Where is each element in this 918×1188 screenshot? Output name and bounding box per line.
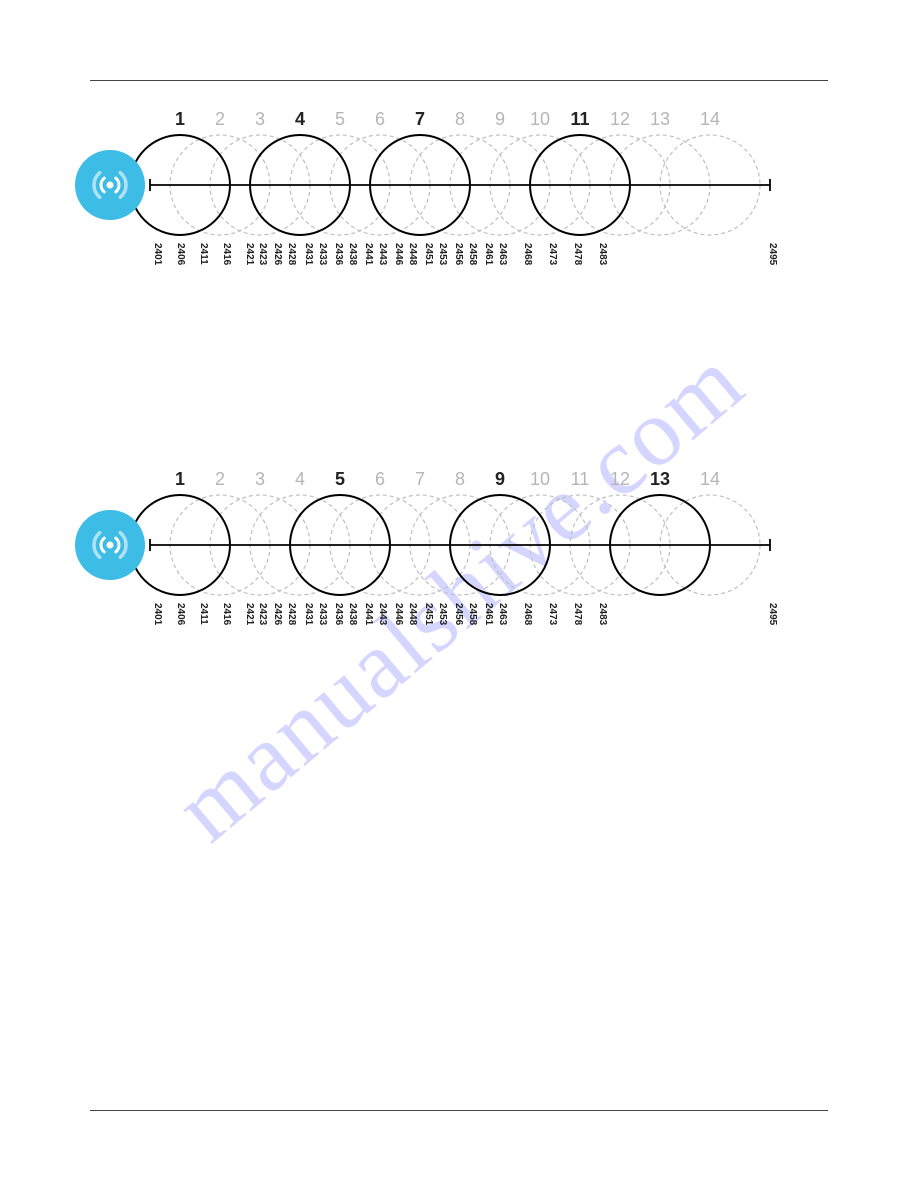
page: manualshive.com 123456789101112131424012… <box>0 0 918 1188</box>
freq-label: 2468 <box>522 243 533 266</box>
freq-label: 2441 <box>363 603 374 626</box>
wifi-icon <box>75 150 145 220</box>
freq-label: 2483 <box>597 603 608 626</box>
freq-label: 2426 <box>272 243 283 266</box>
channel-label: 4 <box>295 109 305 129</box>
freq-label: 2443 <box>377 243 388 266</box>
freq-label: 2446 <box>393 243 404 266</box>
channel-svg: 1234567891011121314240124062411241624212… <box>150 470 850 670</box>
channel-label: 9 <box>495 109 505 129</box>
freq-label: 2421 <box>244 243 255 266</box>
freq-label: 2453 <box>437 603 448 626</box>
freq-label: 2468 <box>522 603 533 626</box>
channel-label: 3 <box>255 109 265 129</box>
channel-label: 13 <box>650 469 670 489</box>
channel-svg: 1234567891011121314240124062411241624212… <box>150 110 850 310</box>
freq-label: 2478 <box>572 243 583 266</box>
channel-label: 5 <box>335 109 345 129</box>
freq-label: 2463 <box>497 243 508 266</box>
freq-label: 2416 <box>221 243 232 266</box>
channel-label: 2 <box>215 109 225 129</box>
freq-label: 2411 <box>198 603 209 625</box>
freq-label: 2458 <box>467 243 478 266</box>
freq-label: 2423 <box>257 603 268 626</box>
wifi-icon <box>75 510 145 580</box>
freq-label: 2411 <box>198 243 209 265</box>
freq-label: 2458 <box>467 603 478 626</box>
freq-label: 2478 <box>572 603 583 626</box>
freq-label: 2428 <box>286 603 297 626</box>
freq-label: 2433 <box>317 603 328 626</box>
channel-label: 6 <box>375 109 385 129</box>
freq-label: 2495 <box>767 603 778 626</box>
channel-label: 3 <box>255 469 265 489</box>
channel-label: 1 <box>175 469 185 489</box>
freq-label: 2441 <box>363 243 374 266</box>
channel-label: 7 <box>415 109 425 129</box>
freq-label: 2431 <box>303 603 314 626</box>
freq-label: 2443 <box>377 603 388 626</box>
freq-label: 2451 <box>423 243 434 266</box>
freq-label: 2431 <box>303 243 314 266</box>
freq-label: 2406 <box>175 603 186 626</box>
channel-label: 11 <box>570 109 589 129</box>
freq-label: 2483 <box>597 243 608 266</box>
channel-label: 6 <box>375 469 385 489</box>
freq-label: 2426 <box>272 603 283 626</box>
top-rule <box>90 80 828 81</box>
channel-label: 14 <box>700 109 720 129</box>
channel-label: 1 <box>175 109 185 129</box>
channel-label: 12 <box>610 109 630 129</box>
freq-label: 2448 <box>407 243 418 266</box>
channel-label: 10 <box>530 109 550 129</box>
freq-label: 2473 <box>547 603 558 626</box>
freq-label: 2448 <box>407 603 418 626</box>
freq-label: 2461 <box>483 243 494 266</box>
freq-label: 2436 <box>333 603 344 626</box>
freq-label: 2401 <box>152 603 163 626</box>
channel-label: 12 <box>610 469 630 489</box>
freq-label: 2461 <box>483 603 494 626</box>
freq-label: 2451 <box>423 603 434 626</box>
freq-label: 2453 <box>437 243 448 266</box>
freq-label: 2473 <box>547 243 558 266</box>
freq-label: 2456 <box>453 243 464 266</box>
freq-label: 2423 <box>257 243 268 266</box>
channel-label: 5 <box>335 469 345 489</box>
channel-label: 8 <box>455 469 465 489</box>
channel-label: 4 <box>295 469 305 489</box>
freq-label: 2446 <box>393 603 404 626</box>
freq-label: 2463 <box>497 603 508 626</box>
freq-label: 2456 <box>453 603 464 626</box>
freq-label: 2428 <box>286 243 297 266</box>
freq-label: 2416 <box>221 603 232 626</box>
channel-label: 2 <box>215 469 225 489</box>
bottom-rule <box>90 1110 828 1111</box>
channel-label: 8 <box>455 109 465 129</box>
freq-label: 2406 <box>175 243 186 266</box>
freq-label: 2436 <box>333 243 344 266</box>
channel-label: 9 <box>495 469 505 489</box>
channel-label: 13 <box>650 109 670 129</box>
freq-label: 2421 <box>244 603 255 626</box>
freq-label: 2433 <box>317 243 328 266</box>
freq-label: 2438 <box>347 603 358 626</box>
freq-label: 2401 <box>152 243 163 266</box>
channel-label: 14 <box>700 469 720 489</box>
channel-label: 11 <box>571 469 590 489</box>
channel-label: 10 <box>530 469 550 489</box>
freq-label: 2495 <box>767 243 778 266</box>
freq-label: 2438 <box>347 243 358 266</box>
channel-label: 7 <box>415 469 425 489</box>
